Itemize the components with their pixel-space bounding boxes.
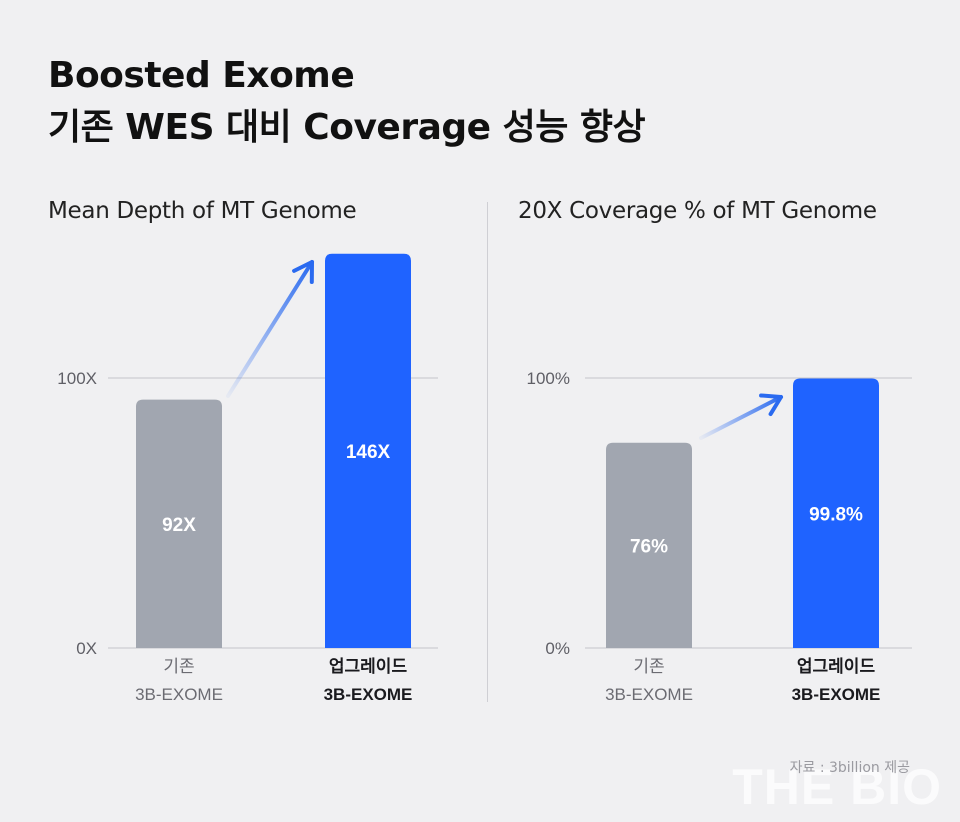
bar-value-label: 92X: [162, 515, 196, 536]
coverage-bar-chart: 0% 100% 76% 기존 3B-EXOME 99.8% 업그레이드 3B-EXOME: [527, 369, 912, 704]
increase-arrow-shaft: [699, 395, 783, 440]
y-tick-label: 100%: [527, 369, 570, 388]
bar: [325, 253, 411, 649]
chart-title-line-2: 기존 WES 대비 Coverage 성능 향상: [48, 107, 646, 148]
bar: [136, 399, 222, 648]
source-note: 자료 : 3billion 제공: [789, 760, 910, 776]
x-category-label: 업그레이드: [329, 657, 408, 677]
bar: [606, 442, 692, 648]
x-category-label: 업그레이드: [797, 657, 876, 677]
bar-value-label: 146X: [346, 442, 391, 463]
x-category-label: 기존: [633, 657, 664, 677]
increase-arrow-head: [759, 393, 783, 417]
y-tick-label: 0%: [545, 639, 570, 658]
panel-coverage: 20X Coverage % of MT Genome 0% 100% 76% 기존 3…: [488, 0, 960, 822]
bar-value-label: 99.8%: [809, 504, 863, 525]
chart-title-line-1: Boosted Exome: [48, 55, 355, 96]
panel-title-coverage: 20X Coverage % of MT Genome: [518, 198, 877, 224]
mean-depth-bar-chart: 0X 100X 92X 기존 3B-EXOME 146X 업그레이드 3B-EXOME: [57, 253, 438, 704]
x-category-label: 3B-EXOME: [605, 685, 693, 704]
increase-arrow-head: [292, 260, 314, 284]
watermark-logo: THE BIO: [732, 759, 942, 815]
panel-divider: [487, 202, 488, 702]
x-category-label: 3B-EXOME: [324, 685, 413, 704]
title-block: Boosted Exome 기존 WES 대비 Coverage 성능 향상: [48, 50, 646, 154]
x-category-label: 3B-EXOME: [792, 685, 881, 704]
y-tick-label: 100X: [57, 369, 97, 388]
panel-mean-depth: Mean Depth of MT Genome 0X 100X 92X 기존 3B-EX…: [48, 198, 438, 704]
panel-title-mean-depth: Mean Depth of MT Genome: [48, 198, 357, 224]
y-tick-label: 0X: [76, 639, 97, 658]
increase-arrow-shaft: [226, 260, 314, 398]
x-category-label: 3B-EXOME: [135, 685, 223, 704]
bar-value-label: 76%: [630, 536, 668, 557]
bar: [793, 378, 879, 648]
x-category-label: 기존: [163, 657, 194, 677]
